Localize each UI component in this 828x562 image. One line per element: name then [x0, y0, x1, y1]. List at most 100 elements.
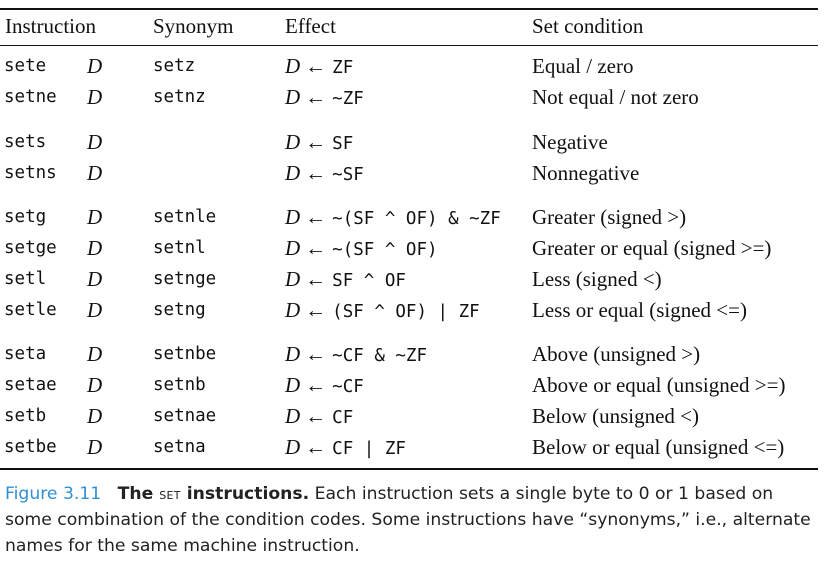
left-arrow-icon: ←: [305, 404, 327, 428]
synonym-cell: setnz: [153, 87, 206, 107]
effect-dest: D: [285, 298, 301, 322]
effect-dest: D: [285, 342, 301, 366]
effect-dest: D: [285, 236, 301, 260]
synonym-cell: setna: [153, 437, 206, 457]
set-condition-cell: Above (unsigned >): [532, 342, 701, 366]
left-arrow-icon: ←: [305, 342, 327, 366]
effect-expression: CF: [332, 408, 354, 428]
set-condition-cell: Less (signed <): [532, 267, 662, 291]
operand-cell: D: [87, 161, 103, 185]
synonym-cell: setnl: [153, 238, 206, 258]
effect-expression: (SF ^ OF) | ZF: [332, 302, 480, 322]
effect-cell: D ← ZF: [285, 51, 353, 84]
effect-dest: D: [285, 161, 301, 185]
instruction-cell: sets: [4, 132, 47, 152]
figure-title-set: set: [159, 485, 181, 503]
set-condition-cell: Greater or equal (signed >=): [532, 236, 772, 260]
synonym-cell: setng: [153, 300, 206, 320]
figure-title-prefix: The: [117, 484, 154, 504]
effect-expression: ~(SF ^ OF) & ~ZF: [332, 209, 501, 229]
effect-cell: D ← CF: [285, 401, 353, 434]
effect-cell: D ← SF: [285, 127, 353, 160]
instruction-cell: setg: [4, 207, 47, 227]
effect-expression: SF: [332, 134, 354, 154]
effect-cell: D ← ~(SF ^ OF) & ~ZF: [285, 202, 501, 235]
figure-title: The set instructions.: [118, 484, 310, 504]
table-bottom-rule: [0, 468, 818, 470]
instruction-cell: setae: [4, 375, 57, 395]
effect-expression: CF | ZF: [332, 439, 406, 459]
instruction-cell: setl: [4, 269, 47, 289]
set-condition-cell: Equal / zero: [532, 54, 634, 78]
effect-expression: ~(SF ^ OF): [332, 240, 438, 260]
synonym-cell: setnbe: [153, 344, 217, 364]
instruction-cell: sete: [4, 56, 47, 76]
figure-title-suffix: instructions.: [186, 484, 310, 504]
left-arrow-icon: ←: [305, 54, 327, 78]
synonym-cell: setnae: [153, 406, 217, 426]
operand-cell: D: [87, 435, 103, 459]
left-arrow-icon: ←: [305, 298, 327, 322]
instruction-cell: setge: [4, 238, 57, 258]
effect-cell: D ← SF ^ OF: [285, 264, 406, 297]
operand-cell: D: [87, 267, 103, 291]
figure-label: Figure 3.11: [5, 484, 102, 504]
table-row: sets D D ← SF Negative: [0, 127, 828, 157]
set-condition-cell: Above or equal (unsigned >=): [532, 373, 786, 397]
effect-expression: ZF: [332, 58, 354, 78]
set-condition-cell: Below or equal (unsigned <=): [532, 435, 785, 459]
effect-cell: D ← ~ZF: [285, 82, 364, 115]
effect-cell: D ← CF | ZF: [285, 432, 406, 465]
effect-dest: D: [285, 435, 301, 459]
operand-cell: D: [87, 404, 103, 428]
synonym-cell: setnb: [153, 375, 206, 395]
left-arrow-icon: ←: [305, 435, 327, 459]
effect-cell: D ← ~SF: [285, 158, 364, 191]
instruction-cell: setb: [4, 406, 47, 426]
set-condition-cell: Negative: [532, 130, 608, 154]
left-arrow-icon: ←: [305, 130, 327, 154]
set-condition-cell: Below (unsigned <): [532, 404, 699, 428]
header-set-condition: Set condition: [532, 14, 644, 38]
effect-dest: D: [285, 130, 301, 154]
effect-dest: D: [285, 267, 301, 291]
instruction-cell: setne: [4, 87, 57, 107]
header-instruction: Instruction: [5, 14, 96, 38]
effect-dest: D: [285, 54, 301, 78]
set-condition-cell: Greater (signed >): [532, 205, 687, 229]
table-header-rule: [0, 45, 818, 46]
operand-cell: D: [87, 298, 103, 322]
set-condition-cell: Less or equal (signed <=): [532, 298, 747, 322]
instruction-cell: seta: [4, 344, 47, 364]
synonym-cell: setnle: [153, 207, 217, 227]
instruction-cell: setns: [4, 163, 57, 183]
set-condition-cell: Not equal / not zero: [532, 85, 699, 109]
synonym-cell: setnge: [153, 269, 217, 289]
table-row: setns D D ← ~SF Nonnegative: [0, 158, 828, 188]
operand-cell: D: [87, 373, 103, 397]
effect-cell: D ← ~(SF ^ OF): [285, 233, 438, 266]
synonym-cell: setz: [153, 56, 196, 76]
operand-cell: D: [87, 130, 103, 154]
effect-expression: ~ZF: [332, 89, 364, 109]
effect-cell: D ← ~CF: [285, 370, 364, 403]
instruction-cell: setbe: [4, 437, 57, 457]
figure-caption: Figure 3.11 The set instructions. Each i…: [5, 481, 825, 559]
left-arrow-icon: ←: [305, 205, 327, 229]
left-arrow-icon: ←: [305, 161, 327, 185]
operand-cell: D: [87, 205, 103, 229]
effect-expression: ~CF & ~ZF: [332, 346, 427, 366]
effect-expression: ~CF: [332, 377, 364, 397]
effect-expression: SF ^ OF: [332, 271, 406, 291]
table-top-rule: [0, 8, 818, 10]
figure-caption-body: Each instruction sets a single byte to 0…: [5, 484, 811, 556]
effect-dest: D: [285, 404, 301, 428]
